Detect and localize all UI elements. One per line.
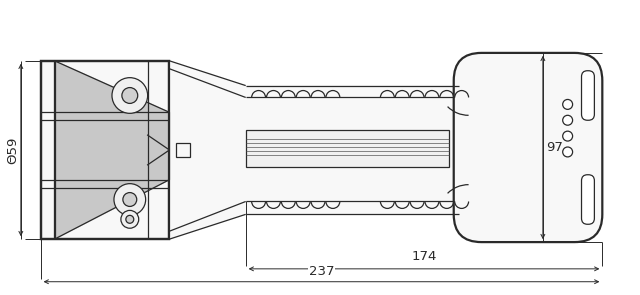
Bar (41, 61, 170, 239)
Polygon shape (54, 61, 170, 239)
Bar (246, 130, 449, 167)
FancyBboxPatch shape (582, 175, 595, 224)
Text: Θ59: Θ59 (6, 136, 19, 164)
Bar (177, 143, 190, 157)
Circle shape (121, 210, 139, 228)
Polygon shape (170, 61, 454, 239)
Circle shape (122, 88, 138, 104)
Circle shape (126, 215, 134, 223)
FancyBboxPatch shape (582, 71, 595, 120)
Text: 237: 237 (308, 265, 334, 278)
Circle shape (563, 99, 573, 109)
Circle shape (563, 131, 573, 141)
Circle shape (114, 184, 146, 215)
Text: 97: 97 (546, 141, 563, 154)
Bar (41, 61, 170, 239)
FancyBboxPatch shape (454, 53, 602, 242)
Circle shape (563, 115, 573, 125)
Text: 174: 174 (412, 250, 436, 263)
Circle shape (112, 78, 148, 113)
Circle shape (123, 193, 137, 206)
Circle shape (563, 147, 573, 157)
